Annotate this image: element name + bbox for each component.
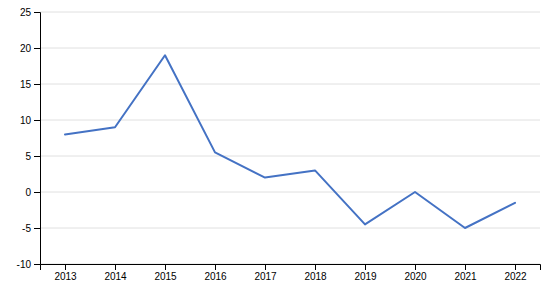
tick: 25 [20,7,40,18]
axis-line [34,13,41,265]
grid-line [40,48,540,49]
tick-label: 0 [25,187,31,198]
tick-label: 2021 [454,271,477,282]
tick-mark [65,264,66,270]
tick-label: 5 [25,151,31,162]
tick-mark [415,264,416,270]
tick-label: 2022 [504,271,527,282]
tick-mark [34,192,40,193]
grid-line [40,192,540,193]
grid-line [40,156,540,157]
tick: 15 [20,79,40,90]
tick: 2022 [504,264,527,282]
tick-label: 2020 [404,271,427,282]
tick-label: -10 [17,259,32,270]
tick: 2018 [304,264,327,282]
tick-mark [34,264,40,265]
axis-line [41,265,541,271]
tick: 10 [20,115,40,126]
tick-mark [465,264,466,270]
grid [40,12,540,264]
tick: 0 [25,187,40,198]
tick: 2013 [54,264,77,282]
tick: 2017 [254,264,277,282]
tick-label: 2013 [54,271,77,282]
tick-label: 2017 [254,271,277,282]
tick-label: 2016 [204,271,227,282]
tick-mark [34,84,40,85]
x-axis: 2013 2014 2015 2016 2017 2018 2019 2020 2021 2022 [41,264,541,282]
tick-mark [365,264,366,270]
tick: 2014 [104,264,127,282]
tick-label: 2018 [304,271,327,282]
tick-label: 2019 [354,271,377,282]
tick-label: -5 [22,223,31,234]
tick-mark [215,264,216,270]
tick-label: 2015 [154,271,177,282]
tick: 2021 [454,264,477,282]
tick-mark [34,12,40,13]
tick: 2020 [404,264,427,282]
chart: 2013201420152016201720182019202020212022… [0,0,556,290]
tick-mark [515,264,516,270]
grid-line [40,120,540,121]
tick-label: 10 [20,115,32,126]
y-axis: -10 -5 0 5 10 15 20 25 [17,7,41,270]
tick-mark [34,156,40,157]
plot: 2013201420152016201720182019202020212022… [17,7,541,282]
tick-mark [115,264,116,270]
marks [65,55,515,228]
tick: 2015 [154,264,177,282]
tick: 2016 [204,264,227,282]
tick-label: 2014 [104,271,127,282]
tick-mark [315,264,316,270]
tick-mark [34,48,40,49]
tick-label: 20 [20,43,32,54]
tick: -10 [17,259,40,270]
tick-label: 15 [20,79,32,90]
tick: 2019 [354,264,377,282]
grid-line [40,12,540,13]
tick-mark [265,264,266,270]
tick: 20 [20,43,40,54]
grid-line [40,84,540,85]
tick: 5 [25,151,40,162]
line [65,55,515,228]
tick-mark [165,264,166,270]
tick-mark [34,120,40,121]
tick: -5 [22,223,40,234]
tick-mark [34,228,40,229]
tick-label: 25 [20,7,32,18]
